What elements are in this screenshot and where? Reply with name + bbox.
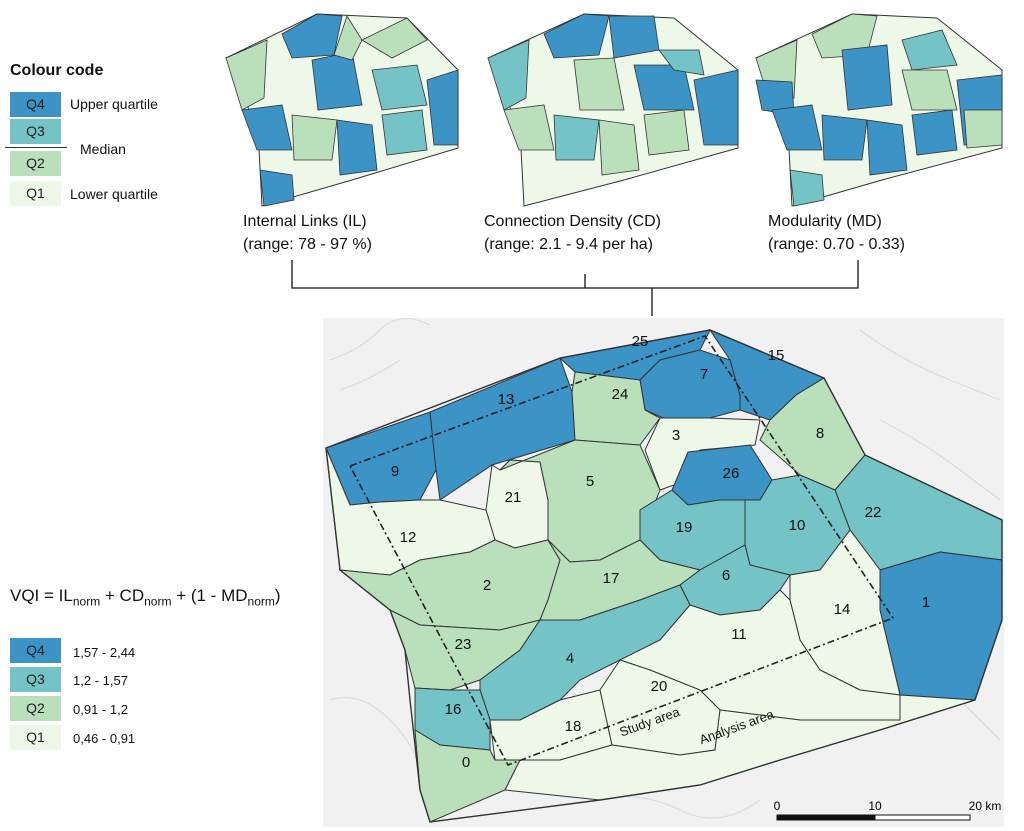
zone-label-8: 8: [816, 425, 824, 442]
zone-label-3: 3: [672, 427, 680, 444]
legend-label-q4: Upper quartile: [70, 96, 158, 112]
zone-label-19: 19: [676, 519, 693, 536]
zone-4: [479, 584, 691, 721]
scale-tick-10: 10: [868, 799, 882, 813]
zone-label-24: 24: [612, 386, 629, 403]
legend-swatch-q4: Q4: [10, 92, 61, 117]
zone-label-22: 22: [865, 504, 882, 521]
legend-median-label: Median: [80, 141, 126, 157]
vqi-range-q2: 0,91 - 1,2: [73, 702, 128, 717]
zone-label-26: 26: [723, 465, 740, 482]
formula-mid1: + CD: [100, 586, 145, 605]
median-line: [5, 147, 67, 148]
zone-label-10: 10: [789, 517, 806, 534]
indicator-il-name: Internal Links (IL): [243, 213, 367, 230]
zone-13: [429, 357, 576, 501]
vqi-swatch-q3: Q3: [10, 667, 61, 692]
zone-label-11: 11: [731, 626, 747, 643]
zone-label-21: 21: [505, 489, 522, 506]
zone-label-17: 17: [603, 570, 620, 587]
zone-24: [571, 371, 661, 446]
zone-southeast: [495, 694, 976, 801]
vqi-range-q3: 1,2 - 1,57: [73, 673, 128, 688]
indicator-md-range: (range: 0.70 - 0.33): [768, 236, 905, 253]
zone-label-9: 9: [391, 463, 399, 480]
zone-label-14: 14: [834, 601, 851, 618]
zone-label-1: 1: [922, 594, 930, 611]
vqi-formula: VQI = ILnorm + CDnorm + (1 - MDnorm): [10, 586, 281, 608]
formula-sub3: norm: [247, 594, 275, 609]
connector-bracket: [291, 260, 859, 316]
formula-mid2: + (1 - MD: [171, 586, 248, 605]
zone-label-23: 23: [455, 636, 472, 653]
zone-label-13: 13: [498, 391, 515, 408]
scale-tick-0: 0: [774, 799, 781, 813]
analysis-area-outline: [325, 329, 1003, 823]
zone-3: [644, 417, 761, 491]
vqi-swatch-q1: Q1: [10, 725, 61, 750]
legend-swatch-q2: Q2: [10, 151, 61, 176]
zone-label-6: 6: [722, 567, 730, 584]
indicator-map-il: [225, 13, 459, 207]
zone-label-20: 20: [651, 678, 668, 695]
formula-sub1: norm: [72, 594, 101, 609]
zone-label-7: 7: [700, 366, 708, 383]
indicator-cd-name: Connection Density (CD): [484, 213, 661, 230]
zone-label-15: 15: [768, 347, 785, 364]
vqi-range-q4: 1,57 - 2,44: [73, 645, 136, 660]
zone-label-5: 5: [586, 473, 594, 490]
study-area-outline: [348, 335, 895, 767]
indicator-il-range: (range: 78 - 97 %): [243, 236, 372, 253]
vqi-swatch-q2: Q2: [10, 696, 61, 721]
vqi-swatch-q4: Q4: [10, 638, 61, 663]
scale-bar: 0 10 20 km: [774, 799, 1002, 821]
indicator-md-name: Modularity (MD): [768, 213, 882, 230]
indicator-map-cd: [487, 13, 739, 207]
zone-label-0: 0: [462, 754, 470, 771]
vqi-range-q1: 0,46 - 0,91: [73, 731, 136, 746]
scale-tick-20: 20 km: [969, 799, 1002, 813]
zone-label-12: 12: [400, 529, 417, 546]
zone-label-2: 2: [483, 577, 491, 594]
zone-label-4: 4: [566, 650, 574, 667]
indicator-cd-range: (range: 2.1 - 9.4 per ha): [484, 236, 653, 253]
zone-label-25: 25: [632, 333, 649, 350]
legend-swatch-q3: Q3: [10, 119, 61, 144]
formula-end: ): [274, 586, 281, 605]
zone-label-18: 18: [565, 718, 582, 735]
formula-lhs: VQI = IL: [10, 586, 73, 605]
formula-sub2: norm: [144, 594, 172, 609]
legend-title: Colour code: [10, 62, 104, 79]
zone-label-16: 16: [445, 701, 462, 718]
legend-label-q1: Lower quartile: [70, 186, 158, 202]
indicator-map-md: [755, 13, 1003, 207]
legend-swatch-q1: Q1: [10, 181, 61, 206]
